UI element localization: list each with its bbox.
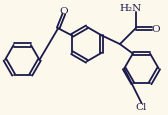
Text: O: O <box>60 7 68 16</box>
Text: H₂N: H₂N <box>119 4 142 13</box>
Text: Cl: Cl <box>136 102 147 111</box>
Text: O: O <box>151 25 160 33</box>
